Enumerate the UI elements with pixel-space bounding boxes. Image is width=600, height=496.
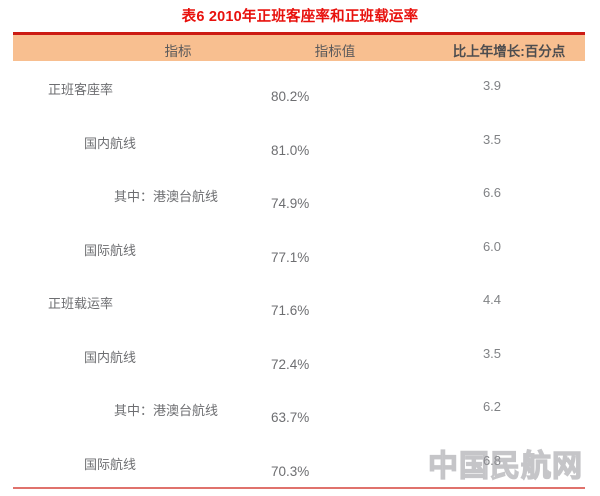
column-header-indicator-value: 指标值 [314,44,356,59]
table-row: 国内航线 72.4% 3.5 [0,329,600,383]
row-label: 其中：港澳台航线 [114,403,219,418]
table-row: 国际航线 70.3% 6.8 [0,436,600,490]
row-label: 国际航线 [84,456,137,472]
column-header-indicator: 指标 [164,44,192,59]
page-title: 表6 2010年正班客座率和正班载运率 [181,9,419,25]
row-value: 63.7% [271,410,310,425]
row-value: 72.4% [271,356,310,372]
row-change: 3.9 [482,78,502,93]
row-label: 国际航线 [84,242,137,258]
row-change: 3.5 [482,345,502,361]
row-value: 74.9% [271,196,310,211]
table-row: 其中：港澳台航线 63.7% 6.2 [0,382,600,436]
row-label: 国内航线 [84,135,137,151]
table-row: 其中：港澳台航线 74.9% 6.6 [0,168,600,222]
table-row: 正班客座率 80.2% 3.9 [0,61,600,115]
row-label: 正班载运率 [48,296,114,311]
row-value: 80.2% [271,89,310,104]
table-bottom-rule [13,487,585,489]
row-value: 71.6% [271,303,310,318]
table-body: 正班客座率 80.2% 3.9 国内航线 81.0% 3.5 其中：港澳台航线 74.9% 6.… [0,61,600,489]
row-change: 6.0 [482,238,502,254]
row-label: 国内航线 [84,349,137,365]
table-header-row: 指标 指标值 比上年增长:百分点 [13,32,585,61]
row-change: 6.2 [482,399,502,414]
row-label: 正班客座率 [48,82,114,97]
row-change: 3.5 [482,131,502,147]
row-change: 4.4 [482,292,502,307]
row-value: 77.1% [271,249,310,265]
row-value: 70.3% [271,463,310,479]
table-row: 国际航线 77.1% 6.0 [0,222,600,276]
row-label: 其中：港澳台航线 [114,189,219,204]
row-value: 81.0% [271,142,310,158]
row-change: 6.6 [482,185,502,200]
column-header-yoy-change: 比上年增长:百分点 [452,44,566,59]
row-change: 6.8 [482,452,502,468]
table-row: 国内航线 81.0% 3.5 [0,115,600,169]
table-row: 正班载运率 71.6% 4.4 [0,275,600,329]
